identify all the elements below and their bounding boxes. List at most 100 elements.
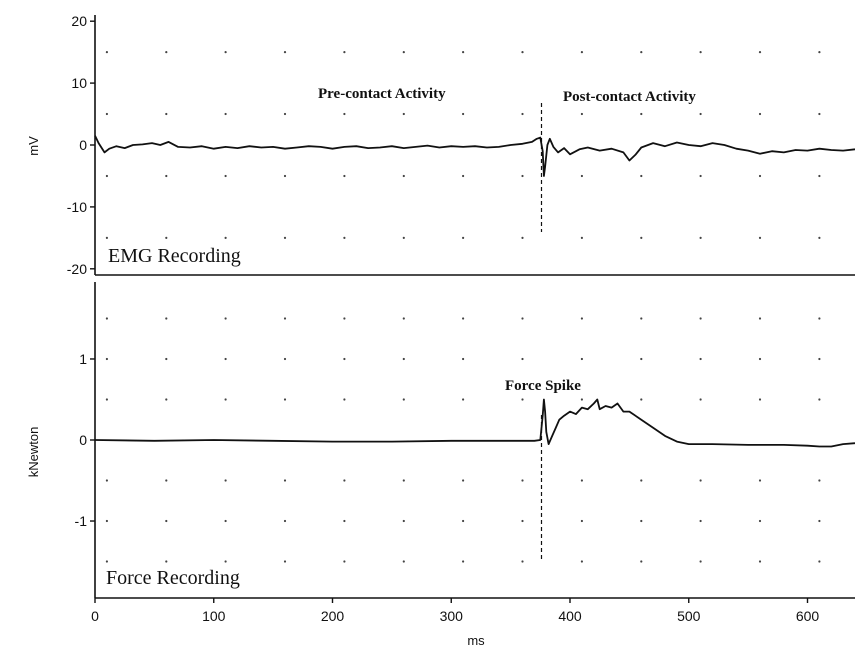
grid-dot: [580, 112, 584, 116]
grid-dot: [640, 174, 643, 178]
grid-dot: [165, 560, 168, 563]
grid-dot: [758, 519, 762, 523]
grid-dot: [165, 112, 168, 116]
grid-dot: [343, 560, 346, 563]
grid-dot: [818, 479, 821, 482]
grid-dot: [343, 398, 346, 401]
grid-dot: [758, 112, 762, 116]
grid-dot: [165, 357, 168, 361]
grid-dot: [521, 51, 524, 54]
grid-dot: [283, 519, 287, 523]
grid-dot: [580, 398, 584, 401]
grid-dot: [462, 51, 465, 54]
grid-dot: [343, 357, 346, 361]
x-tick-label: 100: [202, 608, 226, 624]
grid-dot: [640, 560, 643, 563]
grid-dot: [699, 51, 702, 54]
grid-dot: [462, 398, 465, 401]
grid-dot: [402, 519, 405, 523]
grid-dot: [224, 51, 227, 54]
grid-dot: [462, 357, 465, 361]
grid-dot: [640, 479, 643, 482]
grid-dot: [105, 357, 108, 361]
x-tick-label: 300: [440, 608, 464, 624]
grid-dot: [580, 317, 584, 320]
grid-dot: [283, 398, 287, 401]
y-tick-label: 10: [71, 75, 87, 91]
grid-dot: [818, 357, 821, 361]
grid-dot: [699, 479, 702, 482]
grid-dot: [758, 51, 762, 54]
grid-dot: [818, 317, 821, 320]
grid-dot: [224, 357, 227, 361]
y-tick-label: 0: [79, 137, 87, 153]
grid-dot: [165, 317, 168, 320]
grid-dot: [283, 317, 287, 320]
grid-dot: [402, 51, 405, 54]
grid-dot: [640, 317, 643, 320]
grid-dot: [105, 519, 108, 523]
grid-dot: [758, 560, 762, 563]
grid-dot: [402, 357, 405, 361]
grid-dot: [402, 317, 405, 320]
grid-dot: [640, 519, 643, 523]
y-tick-label: -10: [67, 199, 87, 215]
grid-dot: [699, 112, 702, 116]
emg-grid: [105, 51, 821, 239]
emg-panel: 20 10 0 -10 -20 mV Pre-contact Activity Post…: [26, 13, 855, 277]
y-tick-label: -1: [75, 513, 88, 529]
grid-dot: [521, 560, 524, 563]
force-panel: 1 0 -1 0 100 200 300 400 500 600 kNewton ms Forc…: [26, 282, 855, 648]
grid-dot: [580, 357, 584, 361]
grid-dot: [224, 317, 227, 320]
grid-dot: [343, 479, 346, 482]
grid-dot: [758, 236, 762, 239]
grid-dot: [521, 112, 524, 116]
grid-dot: [818, 112, 821, 116]
grid-dot: [640, 236, 643, 239]
grid-dot: [402, 398, 405, 401]
emg-y-ticks: 20 10 0 -10 -20: [67, 13, 95, 277]
grid-dot: [224, 479, 227, 482]
force-y-ticks: 1 0 -1: [75, 351, 95, 529]
grid-dot: [105, 51, 108, 54]
grid-dot: [699, 560, 702, 563]
grid-dot: [462, 560, 465, 563]
grid-dot: [640, 112, 643, 116]
y-tick-label: -20: [67, 261, 87, 277]
grid-dot: [580, 560, 584, 563]
grid-dot: [758, 479, 762, 482]
grid-dot: [521, 317, 524, 320]
grid-dot: [343, 112, 346, 116]
emg-y-axis-title: mV: [26, 136, 41, 156]
grid-dot: [283, 174, 287, 178]
grid-dot: [105, 398, 108, 401]
grid-dot: [758, 174, 762, 178]
grid-dot: [105, 560, 108, 563]
grid-dot: [521, 357, 524, 361]
grid-dot: [343, 317, 346, 320]
x-tick-label: 400: [558, 608, 582, 624]
y-tick-label: 0: [79, 432, 87, 448]
grid-dot: [580, 51, 584, 54]
grid-dot: [402, 479, 405, 482]
grid-dot: [521, 398, 524, 401]
grid-dot: [402, 174, 405, 178]
force-grid: [105, 317, 821, 563]
force-panel-label: Force Recording: [106, 567, 240, 589]
post-contact-annotation: Post-contact Activity: [563, 89, 696, 105]
grid-dot: [580, 174, 584, 178]
x-axis-title: ms: [467, 633, 485, 648]
grid-dot: [818, 398, 821, 401]
grid-dot: [343, 174, 346, 178]
grid-dot: [699, 398, 702, 401]
grid-dot: [462, 236, 465, 239]
grid-dot: [699, 317, 702, 320]
grid-dot: [580, 479, 584, 482]
grid-dot: [165, 174, 168, 178]
grid-dot: [818, 519, 821, 523]
grid-dot: [105, 236, 108, 239]
grid-dot: [283, 479, 287, 482]
grid-dot: [165, 398, 168, 401]
grid-dot: [402, 236, 405, 239]
